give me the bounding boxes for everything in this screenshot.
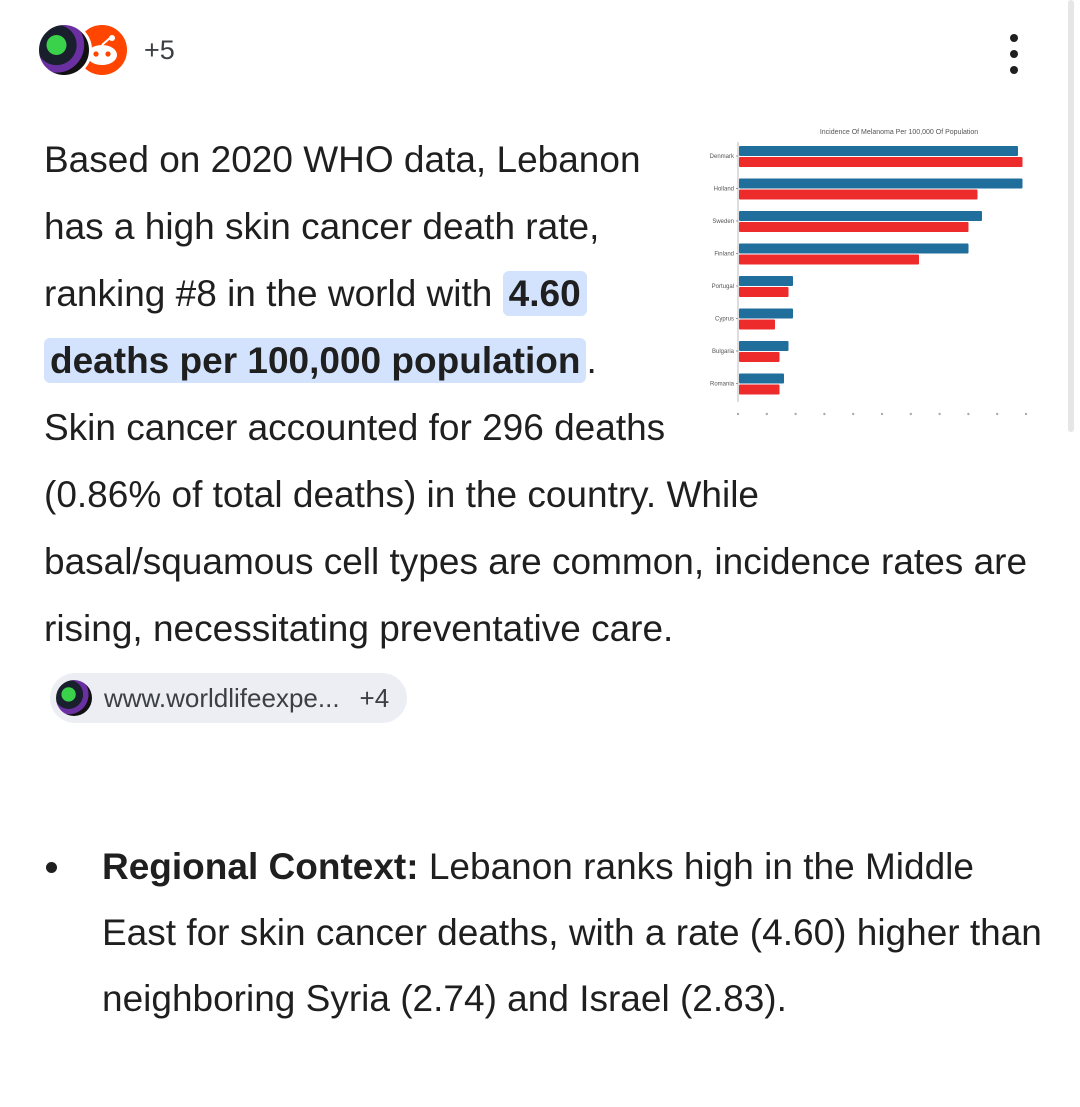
scrollbar[interactable] — [1068, 0, 1074, 432]
chart-bar[interactable] — [739, 308, 793, 319]
chart-bar[interactable] — [739, 276, 793, 286]
chart-bar[interactable] — [739, 211, 982, 221]
answer-rest: . Skin cancer accounted for 296 deaths (… — [44, 340, 1028, 649]
category-label: Bulgaria — [712, 349, 735, 355]
chart-bar[interactable] — [739, 319, 775, 330]
more-vert-icon[interactable] — [1002, 34, 1026, 74]
bullet-title: Regional Context: — [102, 846, 419, 887]
chart-bar[interactable] — [739, 373, 784, 384]
category-label: Cyprus — [715, 317, 734, 323]
bullet-text: Lebanon ranks high in the Middle East fo… — [102, 846, 1042, 1019]
category-label: Holland — [714, 187, 734, 193]
x-tick — [938, 412, 941, 416]
source-chip-label: www.worldlifeexpe... — [104, 683, 340, 714]
chart-bar[interactable] — [739, 243, 969, 254]
x-tick — [1024, 412, 1028, 416]
globe-site-icon[interactable] — [36, 22, 92, 78]
x-tick — [996, 412, 999, 416]
answer-paragraph: Incidence Of Melanoma Per 100,000 Of Pop… — [44, 126, 1034, 729]
chart-bar[interactable] — [739, 254, 919, 265]
x-tick — [880, 412, 884, 416]
chart-bar[interactable] — [739, 189, 978, 200]
chart-bar[interactable] — [739, 178, 1023, 189]
chart-bar[interactable] — [739, 352, 780, 362]
chart-bar[interactable] — [739, 384, 780, 395]
chart-bar[interactable] — [739, 287, 789, 297]
bullet-dot — [46, 862, 57, 873]
source-chip-more: +4 — [359, 683, 390, 714]
x-tick — [765, 412, 768, 416]
source-chip[interactable]: www.worldlifeexpe... +4 — [50, 673, 408, 724]
x-tick — [794, 412, 797, 416]
chart-title: Incidence Of Melanoma Per 100,000 Of Pop… — [820, 129, 978, 136]
x-tick — [967, 412, 970, 416]
category-label: Romania — [710, 382, 735, 388]
chart-bar[interactable] — [739, 222, 969, 232]
globe-site-icon — [56, 680, 92, 717]
category-label: Portugal — [712, 284, 734, 290]
bullet-list: Regional Context: Lebanon ranks high in … — [44, 834, 1044, 1032]
list-item: Regional Context: Lebanon ranks high in … — [44, 834, 1044, 1032]
x-tick — [852, 412, 855, 416]
chart-canvas: Incidence Of Melanoma Per 100,000 Of Pop… — [710, 129, 1028, 416]
source-count-badge[interactable]: +5 — [144, 34, 175, 65]
category-label: Denmark — [710, 154, 735, 160]
x-tick — [736, 412, 740, 416]
melanoma-chart[interactable]: Incidence Of Melanoma Per 100,000 Of Pop… — [694, 126, 1034, 416]
x-tick — [823, 412, 826, 416]
x-tick — [909, 412, 912, 416]
chart-bar[interactable] — [739, 341, 789, 351]
category-label: Finland — [714, 252, 734, 258]
sources-header: +5 — [36, 22, 175, 78]
chart-bar[interactable] — [739, 157, 1023, 167]
answer-intro: Based on 2020 WHO data, Lebanon has a hi… — [44, 139, 641, 314]
category-label: Sweden — [712, 219, 734, 225]
chart-bar[interactable] — [739, 146, 1018, 156]
